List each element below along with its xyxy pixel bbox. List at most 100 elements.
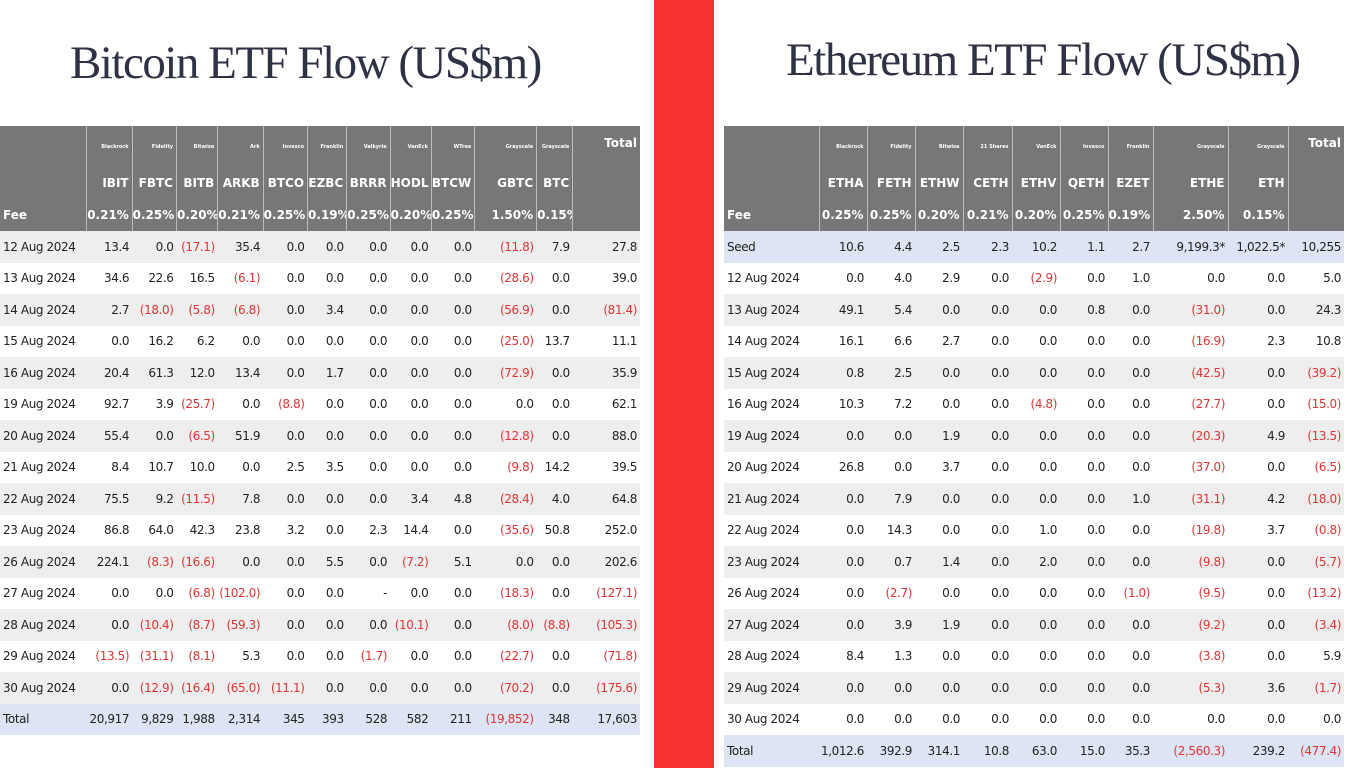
manager-header: VanEck [390, 126, 432, 167]
flow-cell: 22.6 [132, 262, 177, 294]
manager-header: Valkyrie [346, 126, 391, 167]
flow-cell: 26.8 [819, 451, 867, 483]
flow-cell: 0.0 [217, 388, 264, 420]
flow-cell: 5.1 [431, 546, 475, 578]
flow-cell: (6.5) [176, 420, 218, 452]
manager-header: Bitwise [915, 126, 964, 167]
flow-cell: 0.0 [263, 357, 308, 389]
flow-cell: 0.0 [1012, 672, 1060, 704]
flow-cell: 0.0 [1108, 357, 1153, 389]
table-row: 12 Aug 2024 13.4 0.0 (17.1) 35.4 0.0 0.0 0.0 0.0… [0, 231, 640, 263]
manager-header-row: Blackrock Fidelity Bitwise Ark Invesco Frankl… [0, 126, 640, 167]
flow-cell: 0.0 [390, 388, 432, 420]
flow-cell: 0.0 [1108, 609, 1153, 641]
flow-cell: 0.0 [1012, 420, 1060, 452]
flow-cell: (72.9) [474, 357, 537, 389]
flow-cell: 13.4 [86, 231, 133, 263]
flow-cell: 0.0 [346, 420, 391, 452]
flow-cell: 0.0 [431, 609, 475, 641]
row-label: 14 Aug 2024 [0, 294, 87, 326]
manager-header: Invesco [263, 126, 309, 167]
flow-cell: (31.1) [1153, 483, 1228, 515]
flow-cell: (10.4) [132, 609, 177, 641]
flow-rows: 12 Aug 2024 13.4 0.0 (17.1) 35.4 0.0 0.0 0.0 0.0… [0, 231, 640, 735]
flow-cell: 20,917 [86, 703, 133, 735]
fee-cell: 0.25% [346, 199, 391, 231]
flow-cell: 0.0 [217, 325, 264, 357]
flow-cell: 0.0 [86, 609, 133, 641]
flow-cell: 2.3 [346, 514, 391, 546]
flow-cell: 7.9 [536, 231, 573, 263]
flow-cell: 0.0 [915, 672, 963, 704]
table-row: 20 Aug 2024 55.4 0.0 (6.5) 51.9 0.0 0.0 0.0 0.0 0… [0, 420, 640, 452]
flow-cell: 0.0 [1108, 514, 1153, 546]
flow-cell: 0.0 [1228, 546, 1288, 578]
flow-cell: 0.0 [132, 420, 177, 452]
flow-cell: 3.9 [132, 388, 177, 420]
flow-cell: 0.0 [263, 609, 308, 641]
flow-cell: (31.1) [132, 640, 177, 672]
table-row: 30 Aug 2024 0.0 (12.9) (16.4) (65.0) (11.1) 0.… [0, 672, 640, 704]
flow-cell: 10.2 [1012, 231, 1060, 263]
flow-cell: 0.0 [1060, 483, 1108, 515]
table-row: 16 Aug 2024 20.4 61.3 12.0 13.4 0.0 1.7 0.0 0.0 0… [0, 357, 640, 389]
flow-cell: 0.0 [915, 357, 963, 389]
flow-cell: 0.0 [1012, 640, 1060, 672]
flow-cell: (12.8) [474, 420, 537, 452]
flow-cell: 0.0 [263, 325, 308, 357]
flow-cell: 2.3 [963, 231, 1012, 263]
flow-cell: 0.0 [346, 262, 391, 294]
ethereum-etf-flow-table: Blackrock Fidelity Bitwise 21 Shares VanEck I… [724, 126, 1344, 767]
flow-cell: (13.5) [86, 640, 133, 672]
flow-cell: 0.0 [963, 609, 1012, 641]
fee-cell: 0.19% [1108, 199, 1154, 231]
flow-cell: 0.0 [536, 577, 573, 609]
flow-cell: (16.6) [176, 546, 218, 578]
flow-cell: 12.0 [176, 357, 218, 389]
flow-cell: 0.0 [963, 546, 1012, 578]
flow-cell: 20.4 [86, 357, 133, 389]
flow-cell: 0.0 [1288, 703, 1344, 735]
flow-cell: (25.0) [474, 325, 537, 357]
flow-cell: 0.0 [915, 640, 963, 672]
flow-cell: 24.3 [1288, 294, 1344, 326]
flow-cell: 0.0 [867, 451, 915, 483]
ticker-header: CETH [963, 167, 1013, 199]
table-row: 15 Aug 2024 0.0 16.2 6.2 0.0 0.0 0.0 0.0 0.0 0.0(… [0, 325, 640, 357]
table-row: 27 Aug 2024 0.0 0.0 (6.8) (102.0) 0.0 0.0-0.0 0… [0, 577, 640, 609]
flow-cell: (3.4) [1288, 609, 1344, 641]
flow-cell: (8.3) [132, 546, 177, 578]
ticker-header: GBTC [474, 167, 538, 199]
flow-cell: 393 [307, 703, 347, 735]
fee-cell: 0.20% [915, 199, 964, 231]
ticker-header: EZBC [307, 167, 348, 199]
flow-cell: (17.1) [176, 231, 218, 263]
flow-cell: 88.0 [572, 420, 640, 452]
row-label: 29 Aug 2024 [724, 672, 819, 704]
table-row: 19 Aug 2024 0.0 0.0 1.9 0.0 0.0 0.0 0.0 (20.3) 4.… [724, 420, 1344, 452]
table-row: 21 Aug 2024 8.4 10.7 10.0 0.0 2.5 3.5 0.0 0.0 0.0… [0, 451, 640, 483]
table-row: 23 Aug 2024 0.0 0.7 1.4 0.0 2.0 0.0 0.0 (9.8) 0.0… [724, 546, 1344, 578]
manager-header: Grayscale [1228, 126, 1289, 167]
flow-cell: (10.1) [390, 609, 432, 641]
flow-cell: 0.0 [1108, 451, 1153, 483]
fee-cell: 1.50% [474, 199, 538, 231]
row-label: 23 Aug 2024 [0, 514, 87, 546]
flow-cell: 0.0 [263, 420, 308, 452]
flow-cell: 0.0 [963, 640, 1012, 672]
flow-cell: 63.0 [1012, 735, 1060, 767]
table-row: 15 Aug 2024 0.8 2.5 0.0 0.0 0.0 0.0 0.0 (42.5) 0.… [724, 357, 1344, 389]
flow-cell: 0.0 [963, 262, 1012, 294]
flow-cell: 0.0 [263, 640, 308, 672]
flow-cell: 1.4 [915, 546, 963, 578]
flow-cell: 0.0 [1060, 609, 1108, 641]
flow-cell: 8.4 [819, 640, 867, 672]
flow-cell: 0.0 [431, 672, 475, 704]
manager-header-row: Blackrock Fidelity Bitwise 21 Shares VanEck I… [724, 126, 1344, 167]
flow-cell: 0.0 [307, 609, 347, 641]
flow-cell: 0.0 [307, 231, 347, 263]
flow-cell: (18.3) [474, 577, 537, 609]
flow-cell: 6.6 [867, 325, 915, 357]
flow-cell: 0.0 [431, 388, 475, 420]
flow-cell: 1.0 [1012, 514, 1060, 546]
